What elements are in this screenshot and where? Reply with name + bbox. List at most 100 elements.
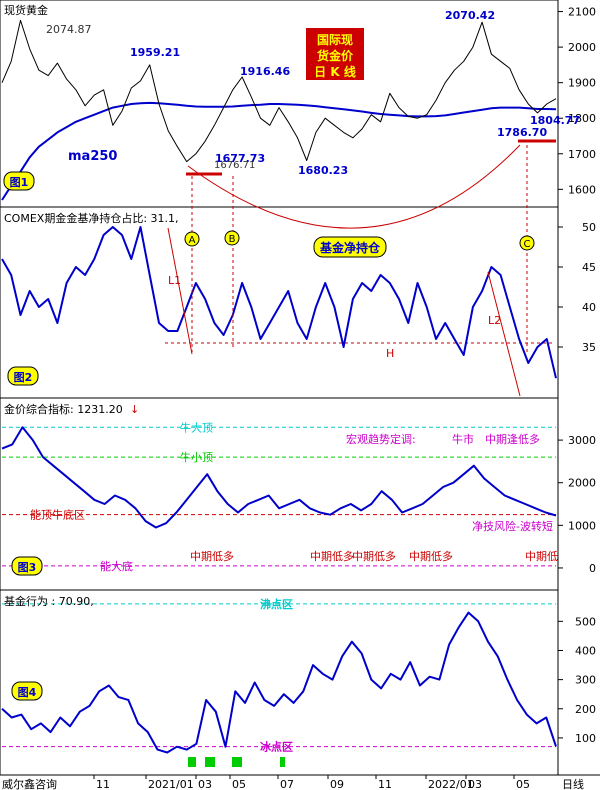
panel-4-title: 基金行为 : 70.90,	[4, 594, 94, 608]
mid-low-3: 中期低多	[352, 549, 396, 563]
y-tick-1-1: 40	[582, 301, 596, 314]
marker-b-circle	[224, 230, 240, 246]
y-tick-2-3: 3000	[568, 434, 596, 447]
x-tick-4: 07	[280, 778, 294, 790]
ref-label-2-2: 能顶牛底区	[30, 508, 85, 522]
ref-label-2-1: 牛小顶	[180, 450, 213, 464]
ice-zone-fill-1	[205, 757, 215, 767]
panel-2-callout-label: 基金净持仓	[319, 240, 381, 255]
y-tick-1-3: 50	[582, 221, 596, 234]
ann-1676-71: 1676.71	[214, 160, 255, 171]
y-tick-2-2: 2000	[568, 477, 596, 490]
panel-4-line	[1, 611, 557, 754]
ann-1677-73: 1677.73	[215, 152, 265, 165]
footer-period: 日线	[562, 777, 584, 790]
label-h: H	[386, 347, 394, 360]
x-tick-7: 2022/01	[428, 778, 474, 790]
y-tick-3-2: 300	[575, 674, 596, 687]
badge-3: 图3	[11, 556, 43, 576]
y-tick-2-1: 1000	[568, 519, 596, 532]
panel-1-title: 现货黄金	[4, 3, 48, 17]
panel-1-ma-label: ma250	[68, 149, 117, 164]
marker-a-circle	[184, 231, 200, 247]
x-tick-6: 11	[378, 778, 392, 790]
y-tick-0-1: 1700	[568, 148, 596, 161]
panel-2-callout	[313, 236, 387, 258]
panel-3-frame	[0, 397, 559, 591]
panel-1-title-box-line-1: 国际现	[317, 33, 353, 47]
macro-trend-label: 宏观趋势定调:	[346, 432, 416, 446]
marker-c: C	[524, 239, 531, 250]
trend-arc	[187, 144, 521, 229]
panel-4-frame	[0, 589, 559, 776]
y-tick-2-0: 0	[589, 562, 596, 575]
ann-2070-42: 2070.42	[445, 9, 495, 22]
ann-2074-87: 2074.87	[46, 23, 92, 36]
label-l1: L1	[168, 274, 181, 287]
y-tick-0-4: 2000	[568, 41, 596, 54]
ann-1804-77: 1804.77	[530, 114, 580, 127]
footer-source: 威尔鑫咨询	[2, 777, 57, 790]
marker-b: B	[229, 234, 236, 245]
y-tick-0-0: 1600	[568, 183, 596, 196]
badge-1: 图1	[3, 171, 35, 191]
x-tick-3: 05	[232, 778, 246, 790]
y-tick-1-0: 35	[582, 341, 596, 354]
panel-3-line	[1, 426, 557, 529]
panel-1-title-box-line-3: 日 K 线	[314, 64, 356, 79]
label-l2: L2	[488, 314, 501, 327]
svg-text:图2: 图2	[14, 371, 33, 384]
svg-text:图4: 图4	[18, 686, 37, 699]
badge-4: 图4	[11, 681, 43, 701]
panel-2-frame	[0, 206, 559, 399]
ice-zone-fill-3	[280, 757, 285, 767]
panel-2-title: COMEX期金金基净持仓占比: 31.1,	[4, 211, 179, 225]
ice-zone-fill-0	[188, 757, 196, 767]
x-tick-5: 09	[330, 778, 344, 790]
y-tick-0-5: 2100	[568, 6, 596, 19]
macro-trend-mid: 中期逢低多	[485, 432, 540, 446]
trend-l1	[167, 227, 193, 355]
y-tick-3-0: 100	[575, 732, 596, 745]
ref-label-3-1: 冰点区	[260, 740, 293, 754]
svg-text:图3: 图3	[18, 561, 37, 574]
svg-text:图1: 图1	[10, 176, 29, 189]
risk-note: 净技风险-波转短	[472, 519, 553, 533]
panel-1-title-box	[306, 28, 364, 80]
x-tick-0: 11	[96, 778, 110, 790]
x-tick-9: 05	[516, 778, 530, 790]
ma250-line	[1, 101, 557, 201]
mid-low-1: 中期低多	[190, 549, 234, 563]
y-tick-3-1: 200	[575, 703, 596, 716]
ann-1786-70: 1786.70	[497, 126, 547, 139]
ref-label-2-3: 能大底	[100, 559, 133, 573]
x-tick-8: 03	[468, 778, 482, 790]
macro-trend-bull: 牛市	[452, 432, 474, 446]
badge-2: 图2	[7, 366, 39, 386]
x-tick-1: 2021/01	[148, 778, 194, 790]
ice-zone-fill-2	[232, 757, 242, 767]
y-tick-3-3: 400	[575, 644, 596, 657]
trend-l2	[487, 271, 521, 397]
y-tick-1-2: 45	[582, 261, 596, 274]
ann-1680-23: 1680.23	[298, 164, 348, 177]
y-tick-3-4: 500	[575, 615, 596, 628]
mid-low-4: 中期低多	[409, 549, 453, 563]
panel-3-title-arrow: ↓	[130, 403, 139, 416]
ann-1959-21: 1959.21	[130, 46, 180, 59]
x-tick-2: 03	[198, 778, 212, 790]
panel-3-title: 金价综合指标: 1231.20	[4, 402, 123, 416]
marker-c-circle	[519, 235, 535, 251]
panel-2-line	[1, 226, 557, 379]
ann-1916-46: 1916.46	[240, 65, 290, 78]
y-tick-0-3: 1900	[568, 77, 596, 90]
ref-label-3-0: 沸点区	[260, 597, 293, 611]
mid-low-5: 中期低	[525, 550, 558, 563]
mid-low-2: 中期低多	[310, 549, 354, 563]
y-tick-0-2: 1800	[568, 112, 596, 125]
panel-1-title-box-line-2: 货金价	[317, 48, 354, 63]
gold-price-line	[1, 19, 557, 163]
marker-a: A	[189, 235, 196, 246]
ref-label-2-0: 牛大顶	[180, 420, 213, 434]
